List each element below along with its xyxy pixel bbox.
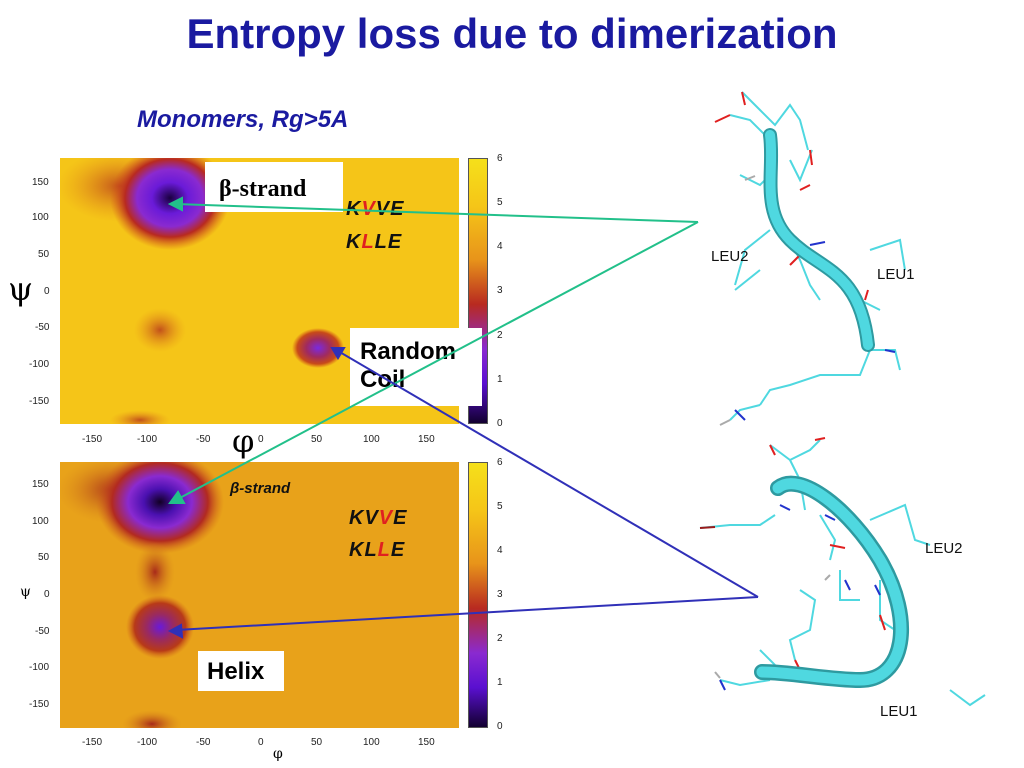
bottom-x-tick: -100	[137, 737, 158, 748]
top-phi-symbol: φ	[232, 422, 255, 460]
top-colorbar-tick: 0	[497, 418, 503, 429]
top-colorbar-tick: 2	[497, 330, 503, 341]
bottom-x-tick: -50	[196, 737, 211, 748]
bottom-sequence-1: KVVE	[349, 507, 407, 530]
top-sequence-1: KVVE	[346, 198, 404, 221]
top-colorbar-tick: 4	[497, 241, 503, 252]
bottom-x-tick: 150	[418, 737, 435, 748]
slide-title: Entropy loss due to dimerization	[186, 10, 838, 57]
bottom-colorbar-tick: 6	[497, 457, 503, 468]
bottom-y-tick: -50	[35, 626, 50, 637]
bottom-y-tick: 150	[32, 479, 49, 490]
bottom-y-tick: -150	[29, 699, 50, 710]
seq-part: K	[346, 231, 362, 253]
top-sequence-2: KLLE	[346, 231, 402, 254]
top-leu1-label: LEU1	[877, 266, 915, 283]
top-y-tick: 50	[38, 249, 50, 260]
seq-part: VE	[375, 198, 405, 220]
top-x-tick: 150	[418, 434, 435, 445]
bottom-phi-symbol: φ	[273, 746, 283, 762]
seq-highlight: L	[361, 231, 375, 253]
top-psi-symbol: ψ	[8, 270, 34, 308]
random-coil-line1: Random	[360, 338, 456, 365]
beta-symbol: β	[219, 176, 232, 202]
bottom-x-tick: -150	[82, 737, 103, 748]
top-x-tick: 50	[311, 434, 323, 445]
top-y-tick: -150	[29, 396, 50, 407]
bottom-colorbar	[468, 462, 488, 728]
bottom-colorbar-tick: 2	[497, 633, 503, 644]
top-y-tick: 100	[32, 212, 49, 223]
top-colorbar-tick: 3	[497, 285, 503, 296]
top-colorbar-tick: 5	[497, 197, 503, 208]
bottom-colorbar-tick: 1	[497, 677, 503, 688]
top-x-tick: -50	[196, 434, 211, 445]
bottom-y-tick: 100	[32, 516, 49, 527]
bottom-leu1-label: LEU1	[880, 703, 918, 720]
top-leu2-label: LEU2	[711, 248, 749, 265]
bottom-colorbar-tick: 3	[497, 589, 503, 600]
bottom-leu2-label: LEU2	[925, 540, 963, 557]
top-y-tick: 0	[44, 286, 50, 297]
seq-part: E	[393, 507, 408, 529]
bottom-colorbar-tick: 4	[497, 545, 503, 556]
bottom-beta-strand-label: β-strand	[230, 480, 291, 497]
slide-subtitle: Monomers, Rg>5A	[137, 106, 349, 133]
random-coil-line2: Coil	[360, 366, 406, 393]
seq-highlight: V	[361, 198, 376, 220]
seq-highlight: L	[377, 539, 391, 561]
bottom-x-tick: 0	[258, 737, 264, 748]
bottom-colorbar-tick: 5	[497, 501, 503, 512]
seq-highlight: V	[378, 507, 394, 529]
top-y-tick: -100	[29, 359, 50, 370]
bottom-y-tick: 0	[44, 589, 50, 600]
bottom-x-tick: 50	[311, 737, 323, 748]
bottom-x-tick: 100	[363, 737, 380, 748]
top-x-tick: -100	[137, 434, 158, 445]
bottom-psi-symbol: ψ	[20, 584, 31, 600]
bottom-colorbar-tick: 0	[497, 721, 503, 732]
top-colorbar-tick: 6	[497, 153, 503, 164]
top-beta-strand-label: β-strand	[205, 162, 343, 212]
top-x-tick: 100	[363, 434, 380, 445]
bottom-sequence-2: KLLE	[349, 539, 405, 562]
seq-part: K	[346, 198, 362, 220]
top-y-tick: 150	[32, 177, 49, 188]
top-x-tick: 0	[258, 434, 264, 445]
beta-text: -strand	[231, 176, 307, 202]
random-coil-label: Random Coil	[350, 328, 482, 406]
seq-part: KV	[349, 507, 379, 529]
bottom-y-tick: 50	[38, 552, 50, 563]
bottom-y-tick: -100	[29, 662, 50, 673]
top-y-tick: -50	[35, 322, 50, 333]
seq-part: E	[390, 539, 406, 561]
top-colorbar-tick: 1	[497, 374, 503, 385]
seq-part: LE	[374, 231, 403, 253]
helix-label: Helix	[198, 651, 284, 691]
seq-part: KL	[349, 539, 378, 561]
top-x-tick: -150	[82, 434, 103, 445]
